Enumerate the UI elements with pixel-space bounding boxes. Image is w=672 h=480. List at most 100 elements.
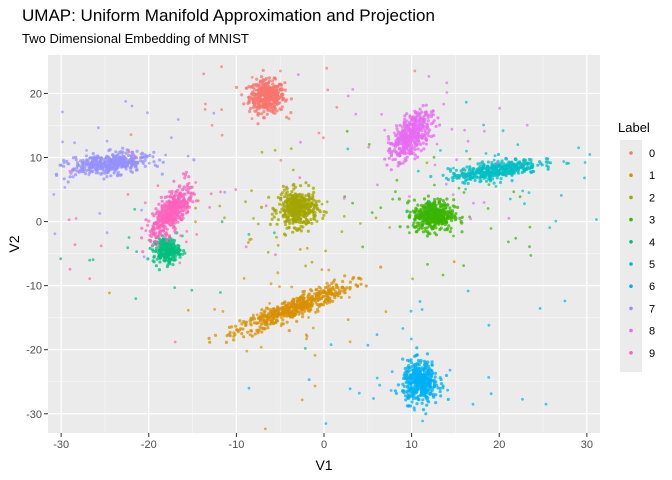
data-point-label-1 [319,289,323,293]
data-point-label-4 [178,248,182,252]
data-point-label-2 [270,212,274,216]
data-point-label-2 [324,210,328,214]
data-point-label-2 [305,218,309,222]
data-point-label-5 [504,157,508,161]
data-point-label-1 [234,324,238,328]
data-point-label-8 [408,115,412,120]
data-point-label-6 [411,397,415,401]
data-point-label-7 [127,161,131,165]
data-point-label-6 [408,377,412,381]
data-point-label-8 [451,193,455,197]
data-point-label-8 [466,139,470,143]
data-point-label-1 [254,321,258,325]
data-point-label-3 [445,197,449,201]
data-point-label-5 [476,162,480,166]
data-point-label-1 [207,336,211,340]
data-point-label-1 [285,304,289,308]
data-point-label-3 [426,263,429,266]
data-point-label-9 [173,340,177,344]
data-point-label-3 [514,236,518,240]
data-point-label-2 [278,202,282,206]
data-point-label-7 [71,168,75,172]
data-point-label-8 [406,126,410,131]
data-point-label-3 [446,214,450,218]
data-point-label-1 [240,332,244,336]
data-point-label-0 [264,103,268,108]
data-point-label-1 [272,312,276,316]
data-point-label-8 [438,123,442,127]
data-point-label-6 [375,333,379,336]
data-point-label-0 [251,97,255,101]
data-point-label-7 [76,163,80,167]
data-point-label-6 [441,384,445,388]
data-point-label-8 [412,136,416,140]
data-point-label-7 [103,164,107,168]
data-point-label-9 [178,261,182,265]
data-point-label-9 [185,229,189,233]
data-point-label-4 [177,244,181,248]
data-point-label-1 [348,295,351,299]
data-point-label-8 [392,131,396,135]
data-point-label-5 [489,172,493,175]
data-point-label-3 [422,221,426,225]
data-point-label-1 [328,300,332,304]
data-point-label-0 [250,75,254,79]
data-point-label-1 [339,295,343,299]
data-point-label-8 [383,157,387,161]
data-point-label-1 [325,298,329,302]
data-point-label-7 [75,166,79,170]
data-point-label-9 [194,181,198,184]
data-point-label-1 [265,322,269,326]
data-point-label-1 [278,285,281,288]
data-point-label-3 [451,209,455,213]
data-point-label-1 [331,285,335,289]
y-tick-label: 20 [30,88,42,100]
data-point-label-9 [172,206,176,210]
data-point-label-2 [275,235,278,239]
data-point-label-3 [427,206,431,210]
data-point-label-3 [462,264,465,267]
data-point-label-5 [516,143,520,147]
data-point-label-7 [84,154,89,158]
data-point-label-1 [302,289,306,293]
data-point-label-0 [413,69,417,73]
data-point-label-1 [335,291,339,295]
data-point-label-8 [410,133,414,137]
data-point-label-8 [427,113,431,117]
data-point-label-2 [288,221,292,225]
data-point-label-9 [161,219,166,223]
data-point-label-8 [415,155,420,159]
data-point-label-7 [151,155,155,159]
data-point-label-1 [249,323,253,327]
data-point-label-9 [161,228,165,233]
data-point-label-9 [168,215,172,219]
data-point-label-6 [438,390,442,394]
data-point-label-2 [276,243,280,247]
data-point-label-3 [448,230,452,234]
data-point-label-2 [288,193,292,197]
data-point-label-2 [223,216,226,220]
data-point-label-8 [412,140,416,144]
data-point-label-5 [577,146,580,150]
data-point-label-9 [174,198,178,202]
data-point-label-2 [296,193,300,197]
data-point-label-8 [417,122,422,126]
legend-key-5 [629,262,633,266]
data-point-label-8 [442,102,446,106]
data-point-label-3 [424,229,428,233]
data-point-label-2 [274,211,278,215]
data-point-label-7 [99,164,103,168]
legend-key-2 [629,195,633,200]
data-point-label-0 [280,105,284,109]
data-point-label-2 [281,184,285,188]
data-point-label-5 [595,218,598,221]
data-point-label-5 [521,164,525,168]
data-point-label-9 [209,192,213,196]
data-point-label-6 [448,368,452,372]
data-point-label-8 [427,134,431,138]
data-point-label-3 [452,198,456,202]
legend-label-2: 2 [649,192,655,204]
data-point-label-1 [289,310,294,314]
data-point-label-7 [111,153,115,157]
data-point-label-9 [99,244,103,248]
